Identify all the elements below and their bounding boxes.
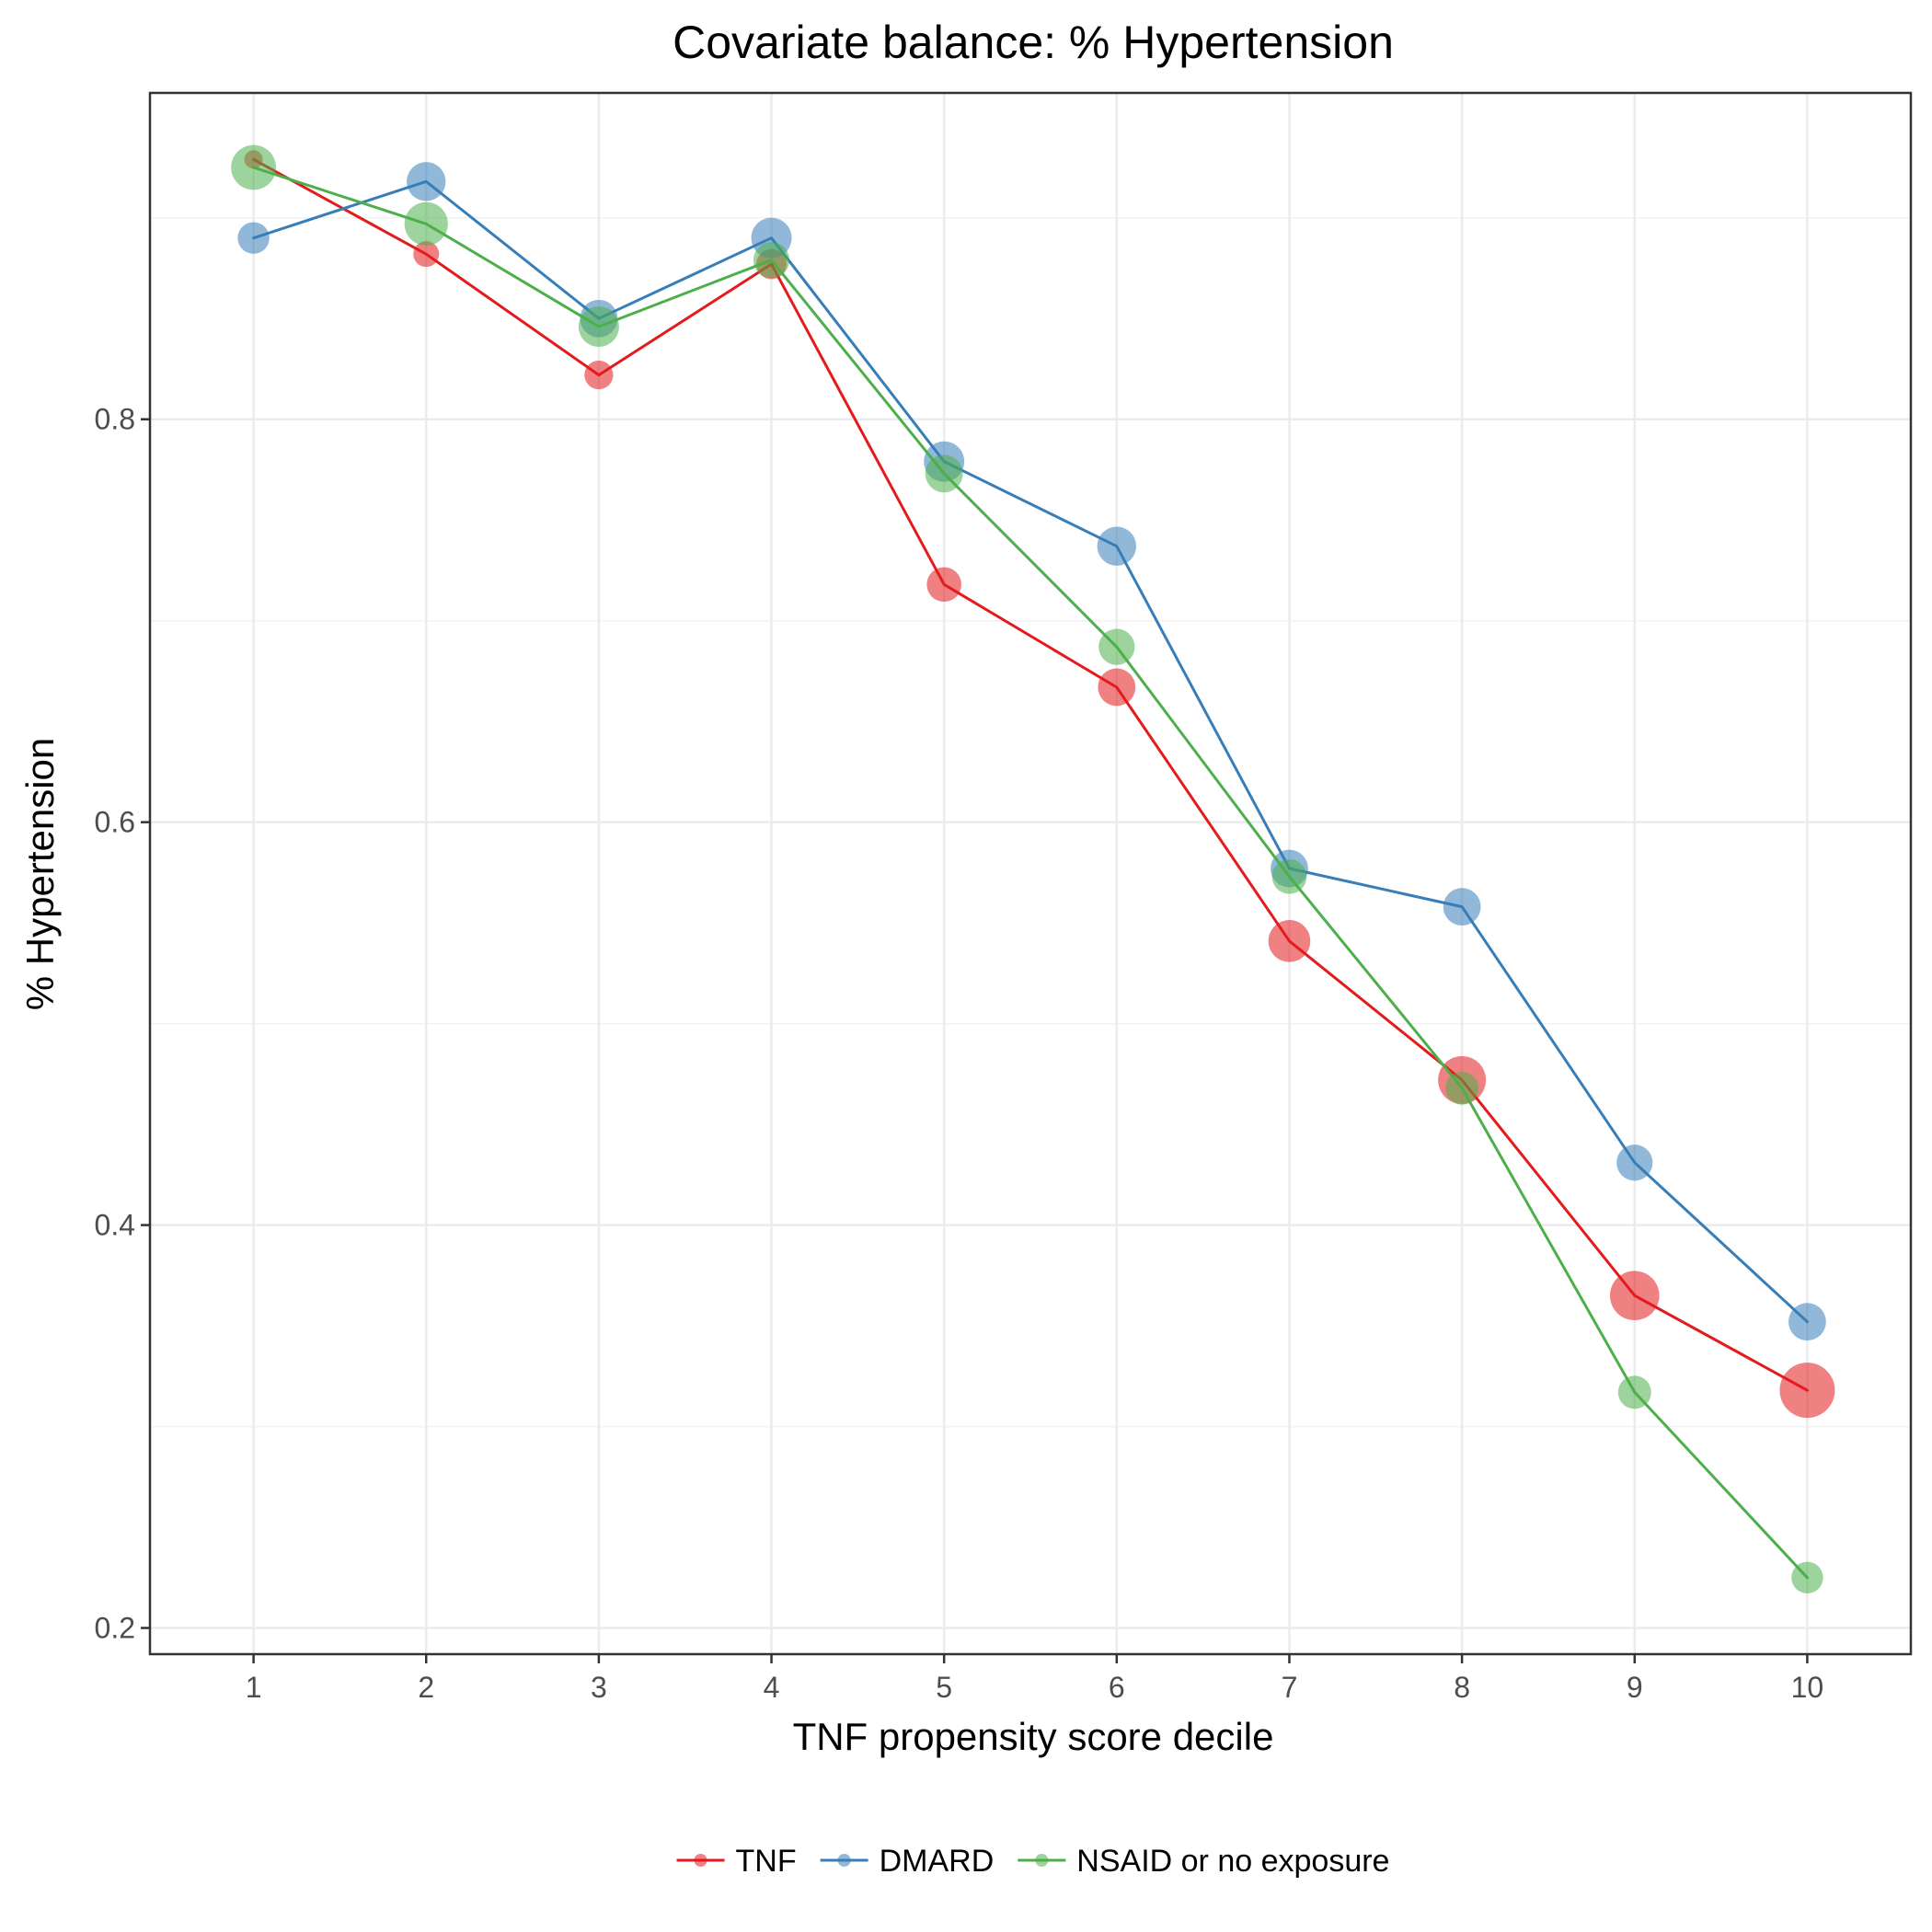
legend-label: TNF bbox=[736, 1844, 797, 1879]
grid-layer bbox=[150, 93, 1911, 1654]
legend: TNF DMARD NSAID or no exposure bbox=[676, 1844, 1389, 1879]
y-tick-label: 0.4 bbox=[95, 1209, 135, 1242]
x-tick-label: 3 bbox=[591, 1671, 607, 1704]
series-layer bbox=[231, 144, 1835, 1593]
plot-panel-border bbox=[148, 91, 1913, 1656]
y-tick-label: 0.8 bbox=[95, 403, 135, 436]
line-nsaid-or-no-exposure bbox=[252, 166, 1809, 1580]
legend-key-point bbox=[1035, 1854, 1049, 1867]
legend-label: NSAID or no exposure bbox=[1076, 1844, 1389, 1879]
legend-key-point bbox=[694, 1854, 707, 1867]
legend-item-dmard: DMARD bbox=[820, 1844, 995, 1879]
x-tick-label: 8 bbox=[1454, 1671, 1470, 1704]
legend-item-nsaid-or-no-exposure: NSAID or no exposure bbox=[1018, 1844, 1389, 1879]
x-tick-label: 9 bbox=[1627, 1671, 1643, 1704]
y-tick-label: 0.6 bbox=[95, 806, 135, 839]
x-tick-label: 5 bbox=[936, 1671, 952, 1704]
x-tick-label: 1 bbox=[246, 1671, 262, 1704]
x-tick-label: 6 bbox=[1109, 1671, 1125, 1704]
y-tick-label: 0.2 bbox=[95, 1612, 135, 1645]
legend-label: DMARD bbox=[880, 1844, 995, 1879]
legend-key-point bbox=[837, 1854, 851, 1867]
x-axis-title: TNF propensity score decile bbox=[793, 1715, 1274, 1758]
legend-item-tnf: TNF bbox=[676, 1844, 797, 1879]
x-tick-label: 2 bbox=[418, 1671, 434, 1704]
x-tick-label: 10 bbox=[1791, 1671, 1824, 1704]
x-tick-label: 7 bbox=[1282, 1671, 1298, 1704]
line-dmard bbox=[252, 179, 1809, 1324]
x-tick-label: 4 bbox=[764, 1671, 780, 1704]
series-nsaid-or-no-exposure bbox=[231, 144, 1823, 1593]
line-tnf bbox=[252, 157, 1809, 1392]
axis-layer: 1 2 3 4 5 6 7 8 9 10 0.2 0.4 0.6 0.8 bbox=[95, 403, 1824, 1704]
y-axis-title: % Hypertension bbox=[18, 738, 62, 1010]
chart-title: Covariate balance: % Hypertension bbox=[673, 17, 1394, 68]
